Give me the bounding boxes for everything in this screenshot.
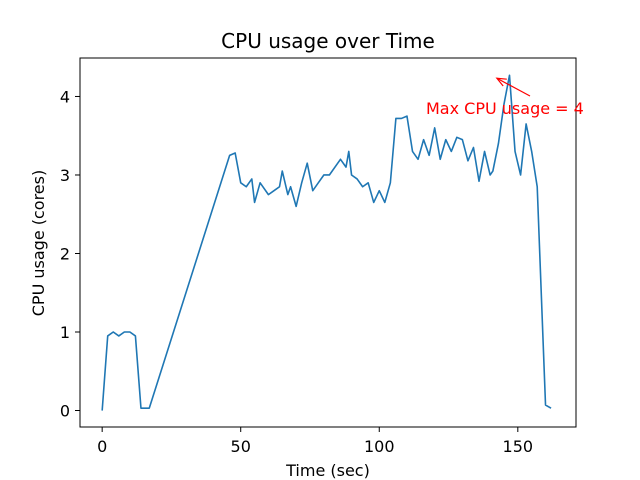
y-tick-label: 2	[60, 244, 70, 263]
y-tick-label: 4	[60, 87, 70, 106]
annotation-group: Max CPU usage = 4	[426, 77, 584, 118]
annotation-arrow-head	[495, 77, 507, 87]
y-axis-title: CPU usage (cores)	[29, 170, 48, 316]
y-tick-label: 3	[60, 166, 70, 185]
y-tick-label: 0	[60, 402, 70, 421]
x-tick-label: 0	[97, 437, 107, 456]
chart-title: CPU usage over Time	[221, 29, 435, 53]
annotation-arrow-line	[496, 77, 531, 97]
x-tick-label: 150	[503, 437, 534, 456]
axes: 0 50 100 150 0 1 2 3 4	[60, 57, 577, 456]
plot-area	[101, 74, 552, 411]
plot-frame	[79, 57, 577, 428]
x-axis-title: Time (sec)	[285, 461, 370, 480]
x-tick-label: 50	[231, 437, 251, 456]
annotation-label: Max CPU usage = 4	[426, 99, 584, 118]
x-tick-label: 100	[364, 437, 395, 456]
series-line	[101, 74, 552, 411]
y-tick-label: 1	[60, 323, 70, 342]
